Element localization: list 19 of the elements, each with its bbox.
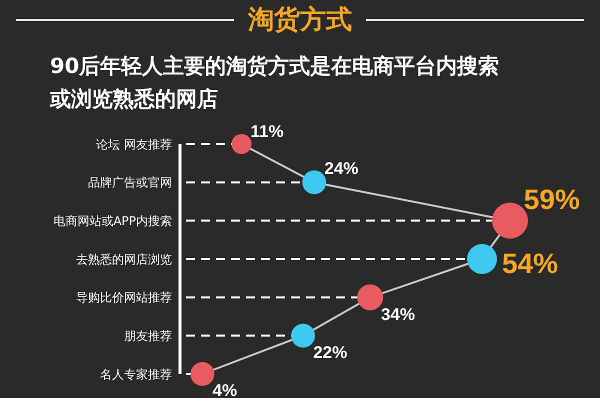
data-label: 54%	[502, 248, 558, 279]
data-label: 59%	[524, 184, 580, 215]
point	[302, 170, 326, 194]
y-tick-label: 名人专家推荐	[100, 367, 172, 382]
y-tick-label: 去熟悉的网店浏览	[76, 252, 172, 266]
data-label: 34%	[380, 305, 415, 324]
point	[190, 362, 214, 386]
y-tick-label: 导购比价网站推荐	[76, 290, 172, 305]
chart-subtitle: 90后年轻人主要的淘货方式是在电商平台内搜索或浏览熟悉的网店	[50, 53, 500, 113]
data-label: 11%	[250, 122, 284, 141]
data-label: 4%	[212, 381, 238, 398]
point	[291, 324, 315, 348]
y-tick-label: 朋友推荐	[124, 328, 172, 343]
y-tick-label: 论坛 网友推荐	[96, 137, 172, 152]
y-tick-label: 电商网站或APP内搜索	[53, 214, 172, 228]
chart-title: 淘货方式	[248, 4, 352, 37]
y-tick-label: 品牌广告或官网	[88, 176, 172, 190]
data-label: 24%	[324, 159, 358, 178]
data-label: 22%	[313, 342, 348, 362]
